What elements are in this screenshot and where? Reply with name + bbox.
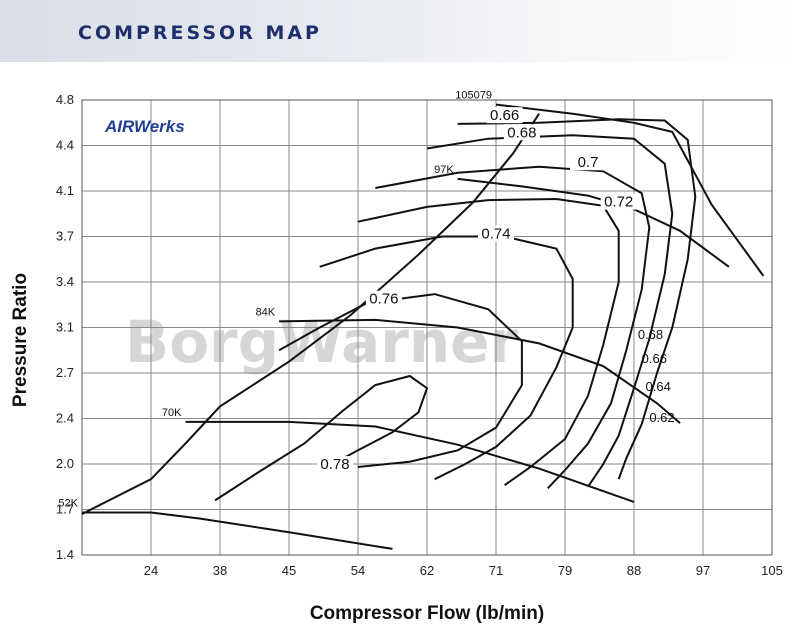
x-tick-label: 24 [144,563,158,578]
speed-label: 70K [162,407,182,419]
y-tick-label: 4.4 [56,138,74,153]
choke-efficiency-label: 0.62 [649,410,674,425]
x-tick-label: 54 [351,563,365,578]
plot-frame [81,99,773,556]
y-tick-label: 1.4 [56,547,74,562]
speed-line-105079 [495,103,765,277]
speed-label: 52K [58,498,78,510]
y-tick-label: 2.7 [56,365,74,380]
grid-layer [82,100,772,555]
y-tick-label: 3.1 [56,320,74,335]
airwerks-logo: AIRWerks [104,117,185,136]
x-tick-label: 97 [696,563,710,578]
y-tick-label: 3.4 [56,274,74,289]
efficiency-label-bg [503,124,540,141]
efficiency-island-0.78 [214,374,429,502]
speed-label: 84K [256,306,276,318]
x-axis-title: Compressor Flow (lb/min) [310,603,544,624]
y-tick-label: 3.7 [56,229,74,244]
efficiency-label: 0.66 [490,107,519,124]
page-title: COMPRESSOR MAP [78,22,322,44]
y-axis-title: Pressure Ratio [10,273,31,407]
speed-line-52K [82,511,393,550]
x-tick-label: 79 [558,563,572,578]
efficiency-island-0.7 [375,165,651,489]
efficiency-label-bg [478,225,514,242]
efficiency-label-bg [365,290,402,307]
x-tick-label: 88 [627,563,641,578]
efficiency-label: 0.78 [320,456,349,473]
efficiency-label: 0.74 [481,226,510,243]
efficiency-label-bg [600,193,637,210]
header-band: COMPRESSOR MAP [0,0,800,62]
surge-line [81,113,540,515]
efficiency-label-bg [570,154,606,171]
efficiency-label: 0.68 [507,124,536,141]
y-tick-label: 4.8 [56,92,74,107]
choke-efficiency-label: 0.66 [642,351,667,366]
efficiency-island-0.66 [457,118,697,480]
efficiency-label: 0.72 [604,194,633,211]
borgwarner-watermark: BorgWarner [125,308,518,376]
x-tick-label: 38 [213,563,227,578]
y-tick-label: 2.0 [56,456,74,471]
efficiency-island-0.74 [319,235,574,481]
efficiency-island-0.76 [278,293,523,468]
y-tick-label: 4.1 [56,183,74,198]
speed-label: 97K [434,164,454,176]
series-layer [81,103,765,550]
x-tick-label: 45 [282,563,296,578]
label-layer: 24 38 45 54 62 71 79 88 97 105 1.4 1.7 2.0 2.4 2.7 3.1 3… [56,90,783,578]
efficiency-label-bg [317,456,353,473]
choke-efficiency-label: 0.64 [646,379,671,394]
speed-line-84K [279,318,681,424]
efficiency-label-bg [486,107,523,124]
x-tick-label: 105 [761,563,783,578]
efficiency-label: 0.76 [369,291,398,308]
speed-label: 105079 [455,90,492,102]
x-tick-label: 62 [420,563,434,578]
choke-efficiency-label: 0.68 [638,327,663,342]
efficiency-island-0.72 [357,197,620,487]
y-tick-label: 2.4 [56,411,74,426]
efficiency-label: 0.7 [578,154,599,171]
x-tick-label: 71 [489,563,503,578]
speed-line-70K [185,420,635,503]
efficiency-island-0.68 [426,134,674,488]
y-tick-label: 1.7 [56,502,74,517]
